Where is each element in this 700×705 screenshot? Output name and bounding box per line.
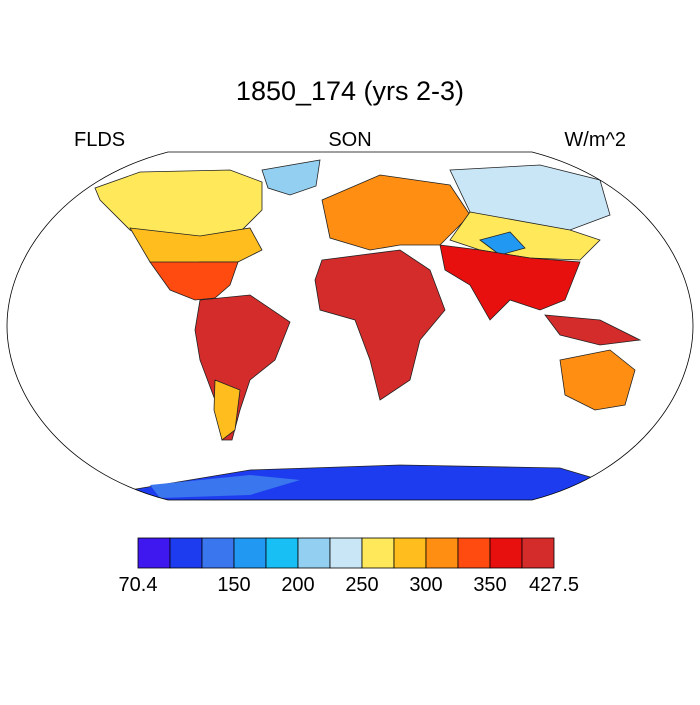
colorbar-tick-label: 300: [409, 574, 442, 596]
colorbar-tick-label: 427.5: [529, 574, 579, 596]
tibet: [479, 231, 526, 256]
season-label: SON: [328, 129, 371, 151]
colorbar-box: [233, 537, 267, 569]
colorbar-box: [489, 537, 523, 569]
south-america: [194, 294, 291, 441]
colorbar-tick-label: 70.4: [119, 574, 158, 596]
europe: [321, 174, 471, 251]
map-outline: [6, 151, 694, 501]
variable-label: FLDS: [74, 129, 125, 151]
colorbar-box: [201, 537, 235, 569]
south-asia: [439, 244, 581, 321]
north-america: [94, 169, 263, 241]
units-label: W/m^2: [564, 129, 626, 151]
central-america: [149, 261, 239, 301]
colorbar-box: [297, 537, 331, 569]
colorbar-box: [169, 537, 203, 569]
colorbar-box: [265, 537, 299, 569]
colorbar-box: [137, 537, 171, 569]
colorbar-box: [393, 537, 427, 569]
indonesia: [544, 314, 642, 346]
colorbar-box: [425, 537, 459, 569]
colorbar-box: [361, 537, 395, 569]
colorbar-box: [521, 537, 555, 569]
colorbar-tick-label: 350: [473, 574, 506, 596]
colorbar-tick-label: 150: [217, 574, 250, 596]
greenland: [261, 159, 321, 196]
colorbar-tick-label: 250: [345, 574, 378, 596]
colorbar-tick-label: 200: [281, 574, 314, 596]
land-fields: [94, 159, 642, 500]
antarctica-coast: [150, 475, 300, 498]
south-america-south: [213, 379, 241, 441]
australia: [559, 349, 636, 411]
colorbar-box: [457, 537, 491, 569]
colorbar: 70.4 150 200 250 300 350 427.5: [119, 537, 579, 596]
title: 1850_174 (yrs 2-3): [236, 76, 464, 106]
colorbar-box: [329, 537, 363, 569]
central-asia: [449, 211, 601, 261]
africa: [314, 249, 446, 401]
